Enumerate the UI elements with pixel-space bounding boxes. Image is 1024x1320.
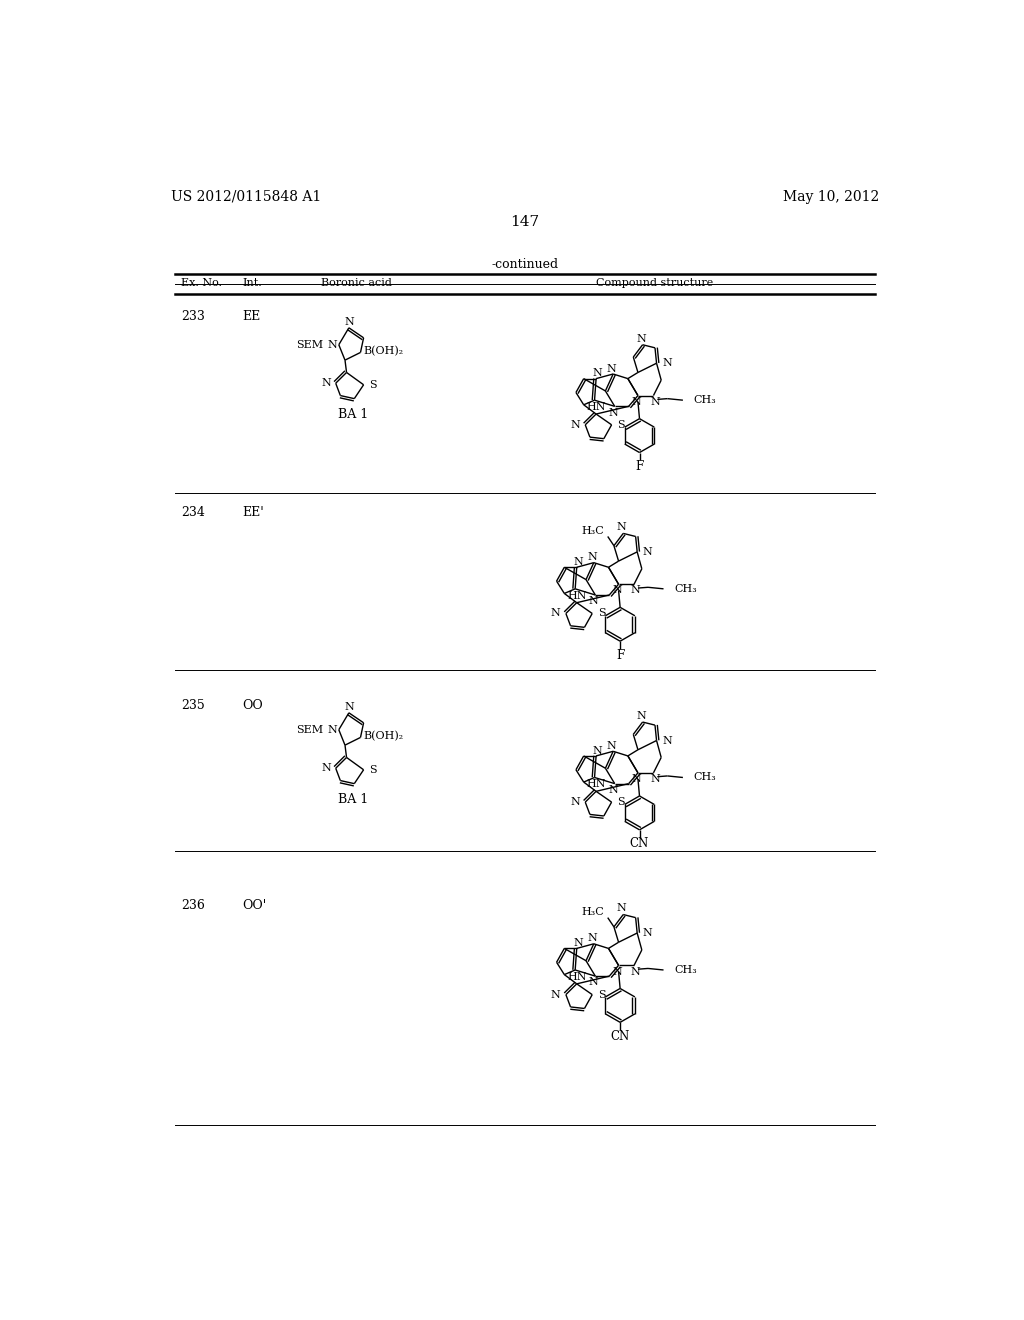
Text: EE: EE	[243, 310, 261, 323]
Text: N: N	[322, 763, 331, 774]
Text: OO: OO	[243, 698, 263, 711]
Text: Ex. No.: Ex. No.	[180, 279, 222, 288]
Text: N: N	[608, 408, 618, 417]
Text: N: N	[643, 546, 652, 557]
Text: N: N	[573, 557, 583, 566]
Text: SEM: SEM	[296, 725, 324, 735]
Text: S: S	[617, 797, 625, 807]
Text: N: N	[589, 977, 599, 987]
Text: HN: HN	[587, 403, 606, 412]
Text: N: N	[593, 746, 602, 755]
Text: N: N	[650, 397, 659, 407]
Text: US 2012/0115848 A1: US 2012/0115848 A1	[171, 190, 321, 203]
Text: S: S	[369, 380, 377, 389]
Text: N: N	[636, 711, 646, 721]
Text: 234: 234	[180, 506, 205, 519]
Text: CH₃: CH₃	[675, 583, 697, 594]
Text: N: N	[345, 317, 354, 327]
Text: N: N	[631, 585, 640, 595]
Text: CN: CN	[610, 1030, 630, 1043]
Text: B(OH)₂: B(OH)₂	[364, 346, 403, 356]
Text: N: N	[588, 933, 597, 944]
Text: H₃C: H₃C	[582, 907, 604, 917]
Text: Int.: Int.	[243, 279, 262, 288]
Text: BA 1: BA 1	[338, 408, 368, 421]
Text: N: N	[616, 903, 627, 913]
Text: OO': OO'	[243, 899, 267, 912]
Text: 147: 147	[510, 215, 540, 228]
Text: CN: CN	[630, 837, 649, 850]
Text: H₃C: H₃C	[582, 527, 604, 536]
Text: BA 1: BA 1	[338, 793, 368, 807]
Text: 233: 233	[180, 310, 205, 323]
Text: N: N	[612, 585, 622, 595]
Text: N: N	[570, 420, 580, 430]
Text: N: N	[573, 939, 583, 948]
Text: S: S	[369, 764, 377, 775]
Text: CH₃: CH₃	[693, 395, 717, 405]
Text: N: N	[551, 990, 560, 999]
Text: N: N	[632, 397, 641, 407]
Text: N: N	[612, 966, 622, 977]
Text: CH₃: CH₃	[675, 965, 697, 975]
Text: HN: HN	[587, 779, 606, 789]
Text: CH₃: CH₃	[693, 772, 717, 783]
Text: B(OH)₂: B(OH)₂	[364, 731, 403, 741]
Text: 236: 236	[180, 899, 205, 912]
Text: N: N	[608, 785, 618, 795]
Text: N: N	[570, 797, 580, 807]
Text: S: S	[598, 990, 605, 999]
Text: HN: HN	[567, 972, 587, 982]
Text: May 10, 2012: May 10, 2012	[782, 190, 879, 203]
Text: 235: 235	[180, 698, 205, 711]
Text: EE': EE'	[243, 506, 264, 519]
Text: -continued: -continued	[492, 259, 558, 271]
Text: N: N	[322, 379, 331, 388]
Text: N: N	[662, 735, 672, 746]
Text: N: N	[589, 597, 599, 606]
Text: N: N	[593, 368, 602, 379]
Text: F: F	[635, 459, 644, 473]
Text: N: N	[588, 552, 597, 562]
Text: N: N	[607, 363, 616, 374]
Text: N: N	[636, 334, 646, 343]
Text: HN: HN	[567, 591, 587, 601]
Text: N: N	[650, 774, 659, 784]
Text: N: N	[345, 702, 354, 713]
Text: S: S	[598, 609, 605, 619]
Text: N: N	[643, 928, 652, 939]
Text: S: S	[617, 420, 625, 430]
Text: Compound structure: Compound structure	[596, 279, 714, 288]
Text: N: N	[631, 966, 640, 977]
Text: N: N	[328, 339, 337, 350]
Text: Boronic acid: Boronic acid	[322, 279, 392, 288]
Text: N: N	[662, 358, 672, 368]
Text: N: N	[607, 741, 616, 751]
Text: N: N	[328, 725, 337, 735]
Text: N: N	[632, 774, 641, 784]
Text: N: N	[616, 523, 627, 532]
Text: N: N	[551, 609, 560, 619]
Text: F: F	[616, 648, 625, 661]
Text: SEM: SEM	[296, 339, 324, 350]
